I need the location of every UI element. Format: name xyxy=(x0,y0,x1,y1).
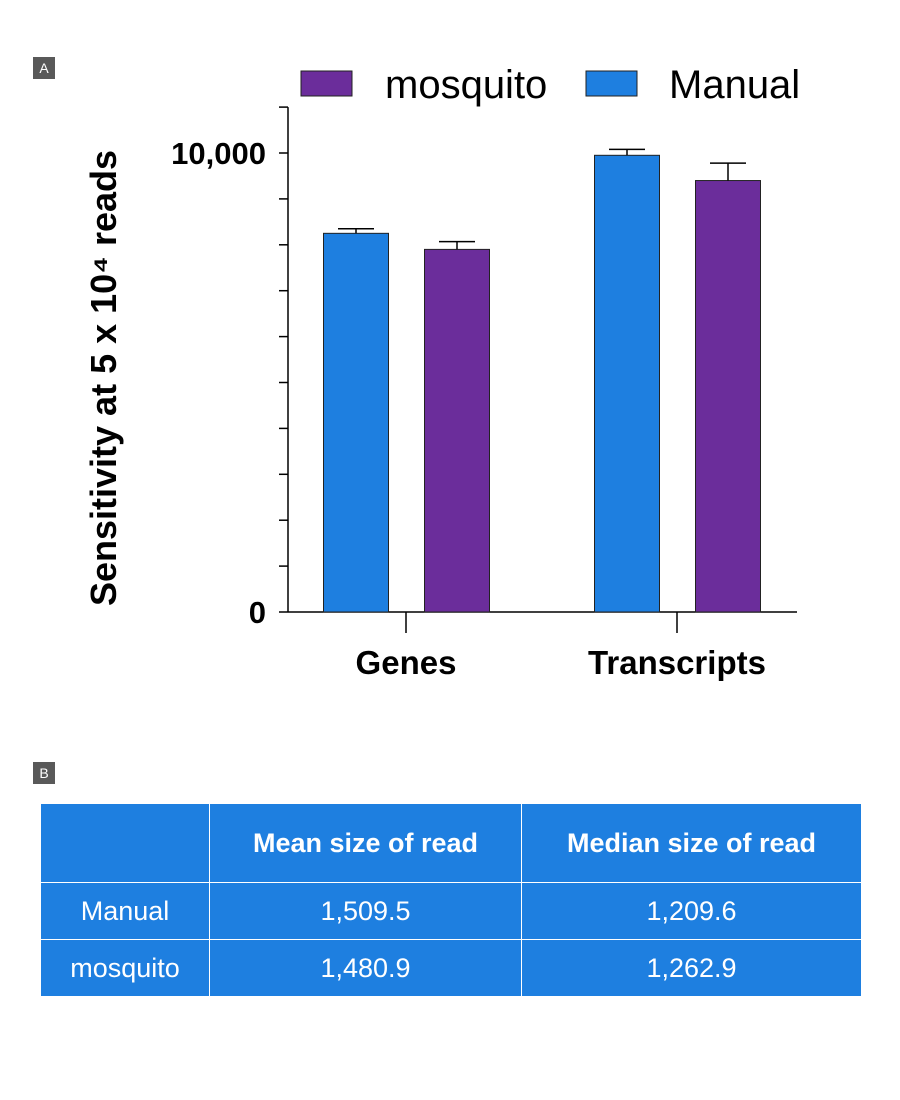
table-header-row: Mean size of read Median size of read xyxy=(40,803,862,883)
y-tick-label: 10,000 xyxy=(171,136,266,171)
table-row: mosquito 1,480.9 1,262.9 xyxy=(40,939,862,997)
bar-mosquito-transcripts xyxy=(695,180,761,613)
table-header-corner xyxy=(40,803,210,883)
table-row-label: Manual xyxy=(40,882,210,940)
table-row-label: mosquito xyxy=(40,939,210,997)
table-row: Manual 1,509.5 1,209.6 xyxy=(40,882,862,940)
table-cell-median: 1,262.9 xyxy=(521,939,862,997)
legend-swatch-manual xyxy=(585,70,638,97)
table-header-median: Median size of read xyxy=(521,803,862,883)
panel-a-label: A xyxy=(33,57,55,79)
bar-chart: 0 10,000 Genes Transcripts Sensitivity at 5 … xyxy=(83,63,800,681)
y-tick-label: 0 xyxy=(249,595,266,630)
bar-manual-transcripts xyxy=(594,154,660,613)
table-cell-mean: 1,480.9 xyxy=(209,939,522,997)
x-tick-label-transcripts: Transcripts xyxy=(588,644,766,681)
legend-label-manual: Manual xyxy=(669,63,800,107)
read-size-table: Mean size of read Median size of read Ma… xyxy=(40,803,862,997)
table-cell-median: 1,209.6 xyxy=(521,882,862,940)
x-tick-label-genes: Genes xyxy=(356,644,457,681)
panel-b-label: B xyxy=(33,762,55,784)
legend-swatch-mosquito xyxy=(300,70,353,97)
bar-manual-genes xyxy=(323,232,389,613)
table-cell-mean: 1,509.5 xyxy=(209,882,522,940)
legend-label-mosquito: mosquito xyxy=(385,63,547,107)
bar-mosquito-genes xyxy=(424,248,490,613)
table-header-mean: Mean size of read xyxy=(209,803,522,883)
y-axis-title: Sensitivity at 5 x 10⁴ reads xyxy=(83,150,124,606)
